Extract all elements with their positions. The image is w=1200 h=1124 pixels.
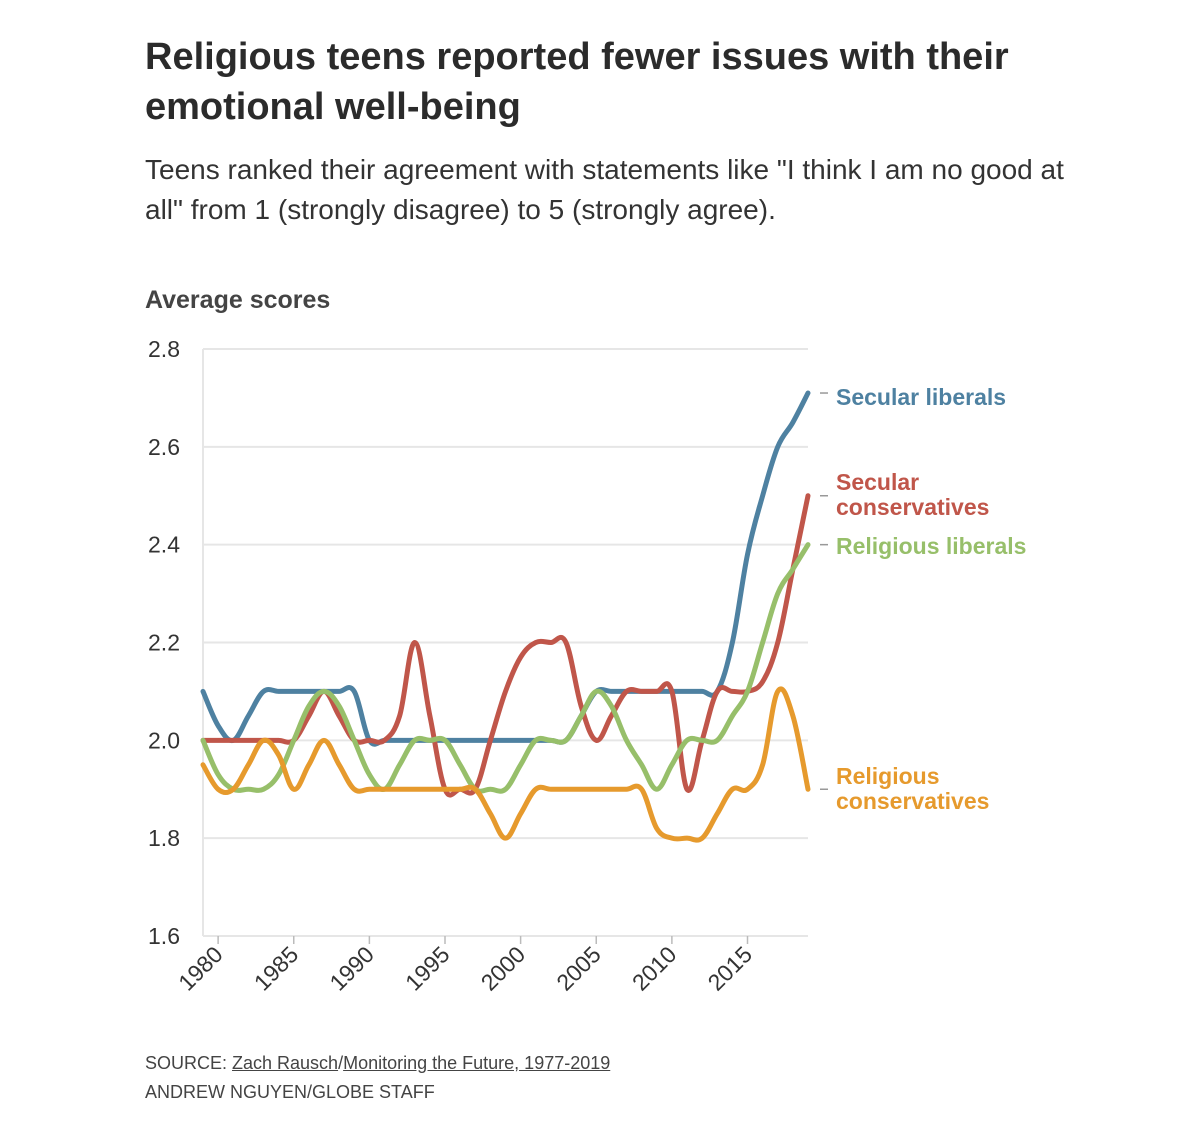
source-separator: / bbox=[338, 1053, 344, 1073]
series-label-line: conservatives bbox=[836, 494, 989, 520]
series-label-line: Secular bbox=[836, 469, 919, 495]
y-tick-label: 2.6 bbox=[148, 434, 180, 460]
series-lines bbox=[200, 390, 811, 843]
source-note: SOURCE: Zach Rausch/Monitoring the Futur… bbox=[145, 1050, 610, 1076]
x-tick-label: 1985 bbox=[249, 941, 304, 996]
y-tick-label: 2.8 bbox=[148, 336, 180, 362]
x-tick-label: 2000 bbox=[476, 941, 531, 996]
series-label-line: Secular liberals bbox=[836, 384, 1006, 410]
series-label-religious-conservatives: Religious conservatives bbox=[836, 763, 989, 814]
x-tick-label: 1990 bbox=[324, 941, 379, 996]
source-prefix: SOURCE: bbox=[145, 1053, 233, 1073]
chart-title: Religious teens reported fewer issues wi… bbox=[145, 36, 1009, 128]
chart-subtitle: Teens ranked their agreement with statem… bbox=[145, 154, 1064, 225]
credit-line: ANDREW NGUYEN/GLOBE STAFF bbox=[145, 1082, 435, 1102]
source-link-author[interactable]: Zach Rausch bbox=[232, 1053, 339, 1073]
series-label-religious-liberals: Religious liberals bbox=[836, 533, 1026, 559]
series-line-secular-conservatives bbox=[200, 493, 811, 798]
x-tick-label: 2010 bbox=[627, 941, 682, 996]
series-line-secular-liberals bbox=[200, 390, 811, 747]
series-label-secular-liberals: Secular liberals bbox=[836, 384, 1006, 410]
series-line-religious-liberals bbox=[200, 542, 811, 794]
x-axis: 1980 1985 1990 1995 2000 2005 2010 2015 bbox=[173, 936, 757, 996]
y-tick-label: 2.4 bbox=[148, 532, 180, 558]
x-tick-label: 1980 bbox=[173, 941, 228, 996]
grid-lines bbox=[202, 348, 808, 937]
y-tick-label: 2.0 bbox=[148, 727, 180, 753]
y-tick-label: 1.6 bbox=[148, 923, 180, 949]
line-chart: 1.6 1.8 2.0 2.2 2.4 2.6 2.8 1980 1985 1990 1995 20… bbox=[148, 336, 1026, 996]
y-tick-label: 1.8 bbox=[148, 825, 180, 851]
x-tick-label: 2015 bbox=[702, 941, 757, 996]
y-tick-label: 2.2 bbox=[148, 630, 180, 656]
series-label-line: Religious liberals bbox=[836, 533, 1026, 559]
series-label-line: Religious bbox=[836, 763, 940, 789]
series-line-religious-conservatives bbox=[200, 686, 811, 843]
x-tick-label: 2005 bbox=[551, 941, 606, 996]
x-tick-label: 1995 bbox=[400, 941, 455, 996]
y-axis: 1.6 1.8 2.0 2.2 2.4 2.6 2.8 bbox=[148, 336, 180, 949]
series-label-secular-conservatives: Secular conservatives bbox=[836, 469, 989, 520]
series-label-line: conservatives bbox=[836, 788, 989, 814]
y-axis-title: Average scores bbox=[145, 286, 331, 314]
source-link-dataset[interactable]: Monitoring the Future, 1977-2019 bbox=[343, 1053, 611, 1073]
